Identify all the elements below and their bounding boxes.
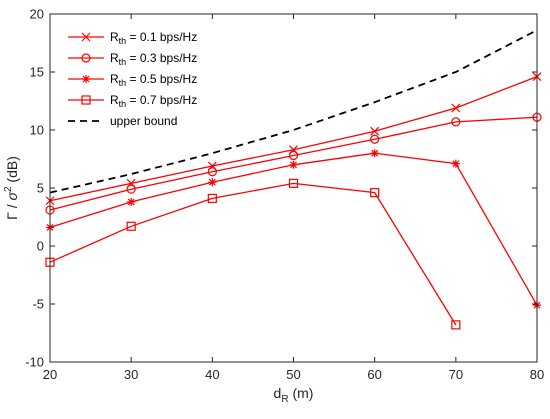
- x-tick-label: 50: [286, 367, 300, 382]
- legend-label: Rth = 0.5 bps/Hz: [110, 72, 197, 88]
- series-4-point: [370, 188, 380, 198]
- x-tick-label: 60: [367, 367, 381, 382]
- series-4-point: [451, 320, 461, 330]
- y-axis-label-sigma: σ: [4, 191, 20, 200]
- legend-label-sub: th: [119, 99, 127, 109]
- x-axis-label-main: d: [274, 385, 282, 401]
- series-3-point: [289, 160, 298, 169]
- series-4-line: [49, 182, 457, 326]
- series-layer: [45, 29, 542, 330]
- legend-entry-4: Rth = 0.7 bps/Hz: [68, 93, 197, 109]
- x-axis-label: dR (m): [274, 385, 314, 405]
- legend-entry-3: Rth = 0.5 bps/Hz: [68, 72, 197, 88]
- series-2-point: [288, 150, 299, 161]
- legend-marker: [81, 95, 91, 105]
- series-4-point: [288, 178, 299, 188]
- x-tick-label: 30: [124, 367, 138, 382]
- legend-label-sub: th: [119, 57, 127, 67]
- legend-label: Rth = 0.3 bps/Hz: [110, 51, 197, 67]
- series-5-line: [49, 29, 538, 194]
- x-tick-label: 20: [43, 367, 57, 382]
- y-tick-label: -5: [32, 297, 44, 312]
- series-3-point: [451, 159, 460, 168]
- legend-label-rest: = 0.7 bps/Hz: [126, 93, 197, 107]
- y-tick-label: 0: [37, 239, 44, 254]
- series-3-point: [208, 178, 217, 187]
- x-axis-label-unit: (m): [289, 385, 314, 401]
- legend-label: Rth = 0.7 bps/Hz: [110, 93, 197, 109]
- y-axis-label-gamma: Γ: [4, 212, 20, 220]
- x-tick-label: 70: [449, 367, 463, 382]
- y-axis-label-sup: 2: [3, 186, 14, 192]
- legend-entry-2: Rth = 0.3 bps/Hz: [68, 51, 197, 67]
- series-1-point: [370, 126, 380, 136]
- x-tick-label: 80: [530, 367, 544, 382]
- legend-marker: [81, 53, 91, 63]
- y-tick-label: 20: [30, 7, 44, 22]
- legend-marker: [82, 75, 90, 83]
- y-tick-label: 5: [37, 181, 44, 196]
- legend-label-sub: th: [119, 36, 127, 46]
- series-5: [49, 29, 538, 194]
- legend-label: Rth = 0.1 bps/Hz: [110, 30, 197, 46]
- legend-marker: [81, 32, 91, 42]
- y-tick-label: -10: [25, 355, 44, 370]
- legend-label-main: R: [110, 72, 119, 86]
- series-2-point: [451, 117, 461, 127]
- series-1-point: [451, 103, 461, 113]
- x-tick-label: 40: [205, 367, 219, 382]
- legend-label-rest: = 0.1 bps/Hz: [126, 30, 197, 44]
- y-tick-label: 15: [30, 65, 44, 80]
- legend-label-main: R: [110, 51, 119, 65]
- legend-entry-1: Rth = 0.1 bps/Hz: [68, 30, 197, 46]
- series-4-point: [126, 221, 136, 231]
- series-2-point: [207, 167, 217, 177]
- y-tick-label: 10: [30, 123, 44, 138]
- y-axis-label: Γ / σ2 (dB): [3, 156, 20, 220]
- series-4-point: [207, 193, 217, 204]
- tick-layer: 20 30 40 50 60 70 80 -10 -5 0 5 10 15 20: [25, 7, 544, 383]
- legend-label-rest: = 0.5 bps/Hz: [126, 72, 197, 86]
- series-2-point: [126, 184, 136, 194]
- series-2-point: [370, 134, 380, 144]
- x-axis-label-sub: R: [281, 394, 288, 405]
- y-axis-label-unit: (dB): [4, 156, 20, 186]
- y-axis-label-slash: /: [4, 200, 20, 212]
- legend-label: upper bound: [110, 114, 177, 128]
- legend-entry-5: upper bound: [68, 114, 177, 128]
- series-3-point: [370, 149, 379, 158]
- legend-label-main: upper bound: [110, 114, 177, 128]
- series-3-point: [127, 197, 136, 206]
- legend-label-sub: th: [119, 78, 127, 88]
- legend-label-rest: = 0.3 bps/Hz: [126, 51, 197, 65]
- legend-label-main: R: [110, 93, 119, 107]
- series-2-line: [49, 116, 538, 211]
- legend-label-main: R: [110, 30, 119, 44]
